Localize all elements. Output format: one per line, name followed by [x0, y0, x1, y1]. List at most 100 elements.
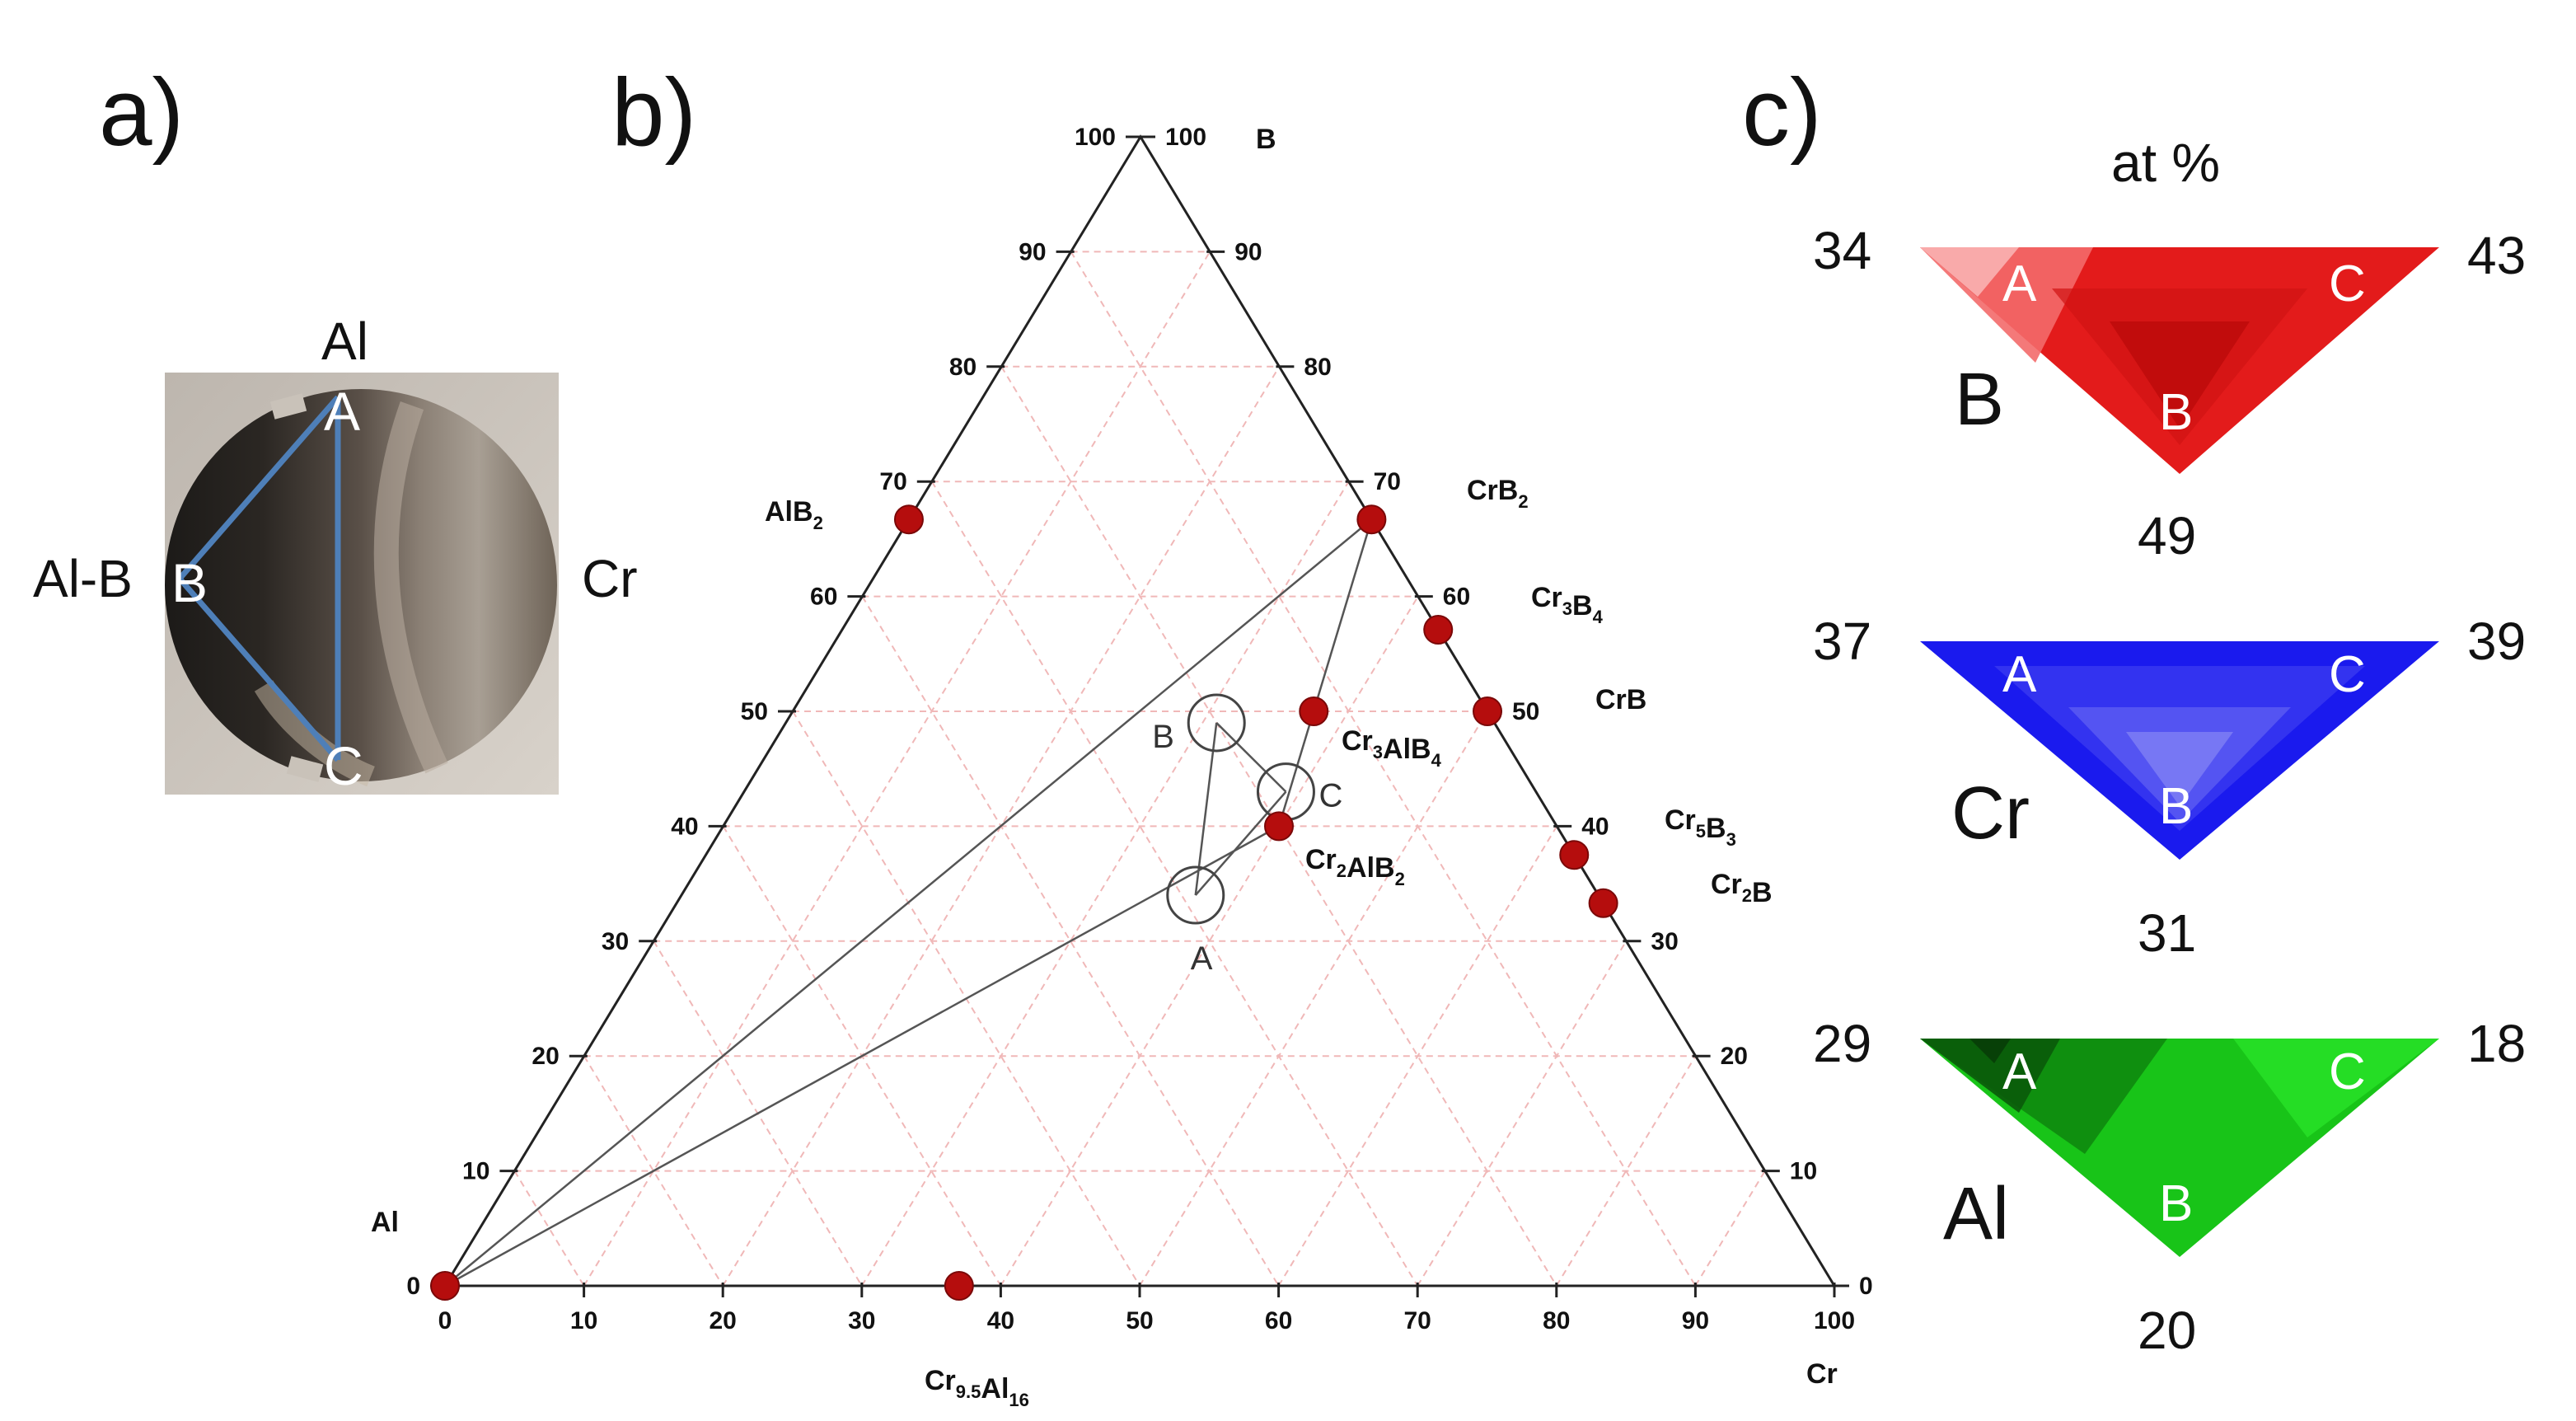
phase-label-Cr5B3: Cr5B3 [1665, 804, 1736, 850]
phase-dot-Al [430, 1271, 460, 1301]
phase-label-CrB: CrB [1595, 684, 1646, 715]
bottom-tick-label-40: 40 [987, 1307, 1014, 1334]
left-tick-label-0: 0 [406, 1273, 420, 1300]
bottom-tick-label-60: 60 [1265, 1307, 1292, 1334]
map-cr-point-a: A [2002, 646, 2037, 703]
map-b-right-value: 43 [2467, 226, 2527, 285]
left-tick-label-30: 30 [602, 928, 629, 955]
grid-line-cr-6 [1277, 825, 1558, 1287]
right-tick-label-40: 40 [1581, 813, 1609, 840]
right-tick-label-60: 60 [1443, 584, 1470, 611]
left-tick-label-40: 40 [671, 813, 698, 840]
composition-map-cr-graphic [1920, 641, 2439, 860]
left-tick-label-50: 50 [741, 698, 768, 725]
left-tick-label-60: 60 [810, 584, 837, 611]
left-tick-label-90: 90 [1019, 238, 1046, 265]
map-cr-point-c: C [2329, 646, 2366, 703]
sample-label-A: A [1191, 940, 1213, 977]
map-b-element: B [1955, 359, 2005, 441]
phase-label-AlB2: AlB2 [765, 496, 823, 533]
map-cr-element: Cr [1951, 772, 2030, 855]
right-tick-label-70: 70 [1374, 468, 1401, 495]
map-al-bottom-value: 20 [2138, 1301, 2197, 1360]
sample-label-B: B [1152, 719, 1174, 755]
bottom-tick-label-80: 80 [1543, 1307, 1570, 1334]
bottom-tick-label-10: 10 [570, 1307, 597, 1334]
wafer-point-b: B [171, 552, 208, 613]
map-b-left-value: 34 [1813, 221, 1872, 280]
map-al-point-c: C [2329, 1043, 2366, 1100]
grid-line-al-8 [583, 1055, 724, 1287]
wafer-left-label: Al-B [33, 549, 133, 608]
map-al-left-value: 29 [1813, 1014, 1872, 1073]
wafer-photo-graphic [165, 373, 559, 795]
phase-label-Cr3AlB4: Cr3AlB4 [1342, 725, 1442, 771]
wafer-top-label: Al [321, 312, 368, 371]
map-cr-left-value: 37 [1813, 612, 1872, 671]
phase-label-Cr2AlB2: Cr2AlB2 [1305, 844, 1405, 889]
bottom-tick-label-30: 30 [848, 1307, 875, 1334]
bottom-tick-label-50: 50 [1126, 1307, 1153, 1334]
map-b-point-b: B [2159, 384, 2194, 441]
panel-b-label: b) [611, 59, 697, 166]
grid-line-cr-8 [1555, 1055, 1697, 1287]
grid-line-cr-3 [860, 481, 1350, 1287]
panel-a-label: a) [99, 59, 185, 166]
sample-circle-B [1187, 693, 1246, 753]
map-al-point-b: B [2159, 1175, 2194, 1232]
composition-map-b-graphic [1920, 247, 2439, 474]
grid-line-cr-5 [1139, 710, 1488, 1287]
composition-map-cr: A C B [1920, 633, 2439, 864]
map-cr-right-value: 39 [2467, 612, 2527, 671]
wafer-point-a: A [324, 381, 361, 442]
composition-map-b: A C B [1920, 239, 2439, 478]
phase-dot-Cr9.5Al16 [944, 1271, 974, 1301]
wafer-point-c: C [324, 735, 363, 796]
vertex-label-top: B [1256, 124, 1276, 155]
map-cr-bottom-value: 31 [2138, 903, 2197, 963]
left-tick-label-20: 20 [532, 1043, 559, 1070]
tie-line-CrB2-Cr2AlB2 [1277, 518, 1373, 827]
phase-dot-CrB2 [1356, 504, 1387, 535]
right-tick-label-100: 100 [1165, 124, 1206, 151]
vertex-label-bottom-right: Cr [1806, 1358, 1838, 1390]
tie-line-Al-CrB2 [444, 518, 1373, 1287]
phase-dot-AlB2 [893, 504, 924, 535]
grid-line-al-4 [861, 596, 1280, 1287]
phase-dot-Cr3B4 [1423, 615, 1454, 645]
wafer-photo: A B C [165, 373, 559, 795]
composition-map-al: A C B [1920, 1030, 2439, 1261]
bottom-tick-label-70: 70 [1404, 1307, 1431, 1334]
wafer-right-label: Cr [582, 549, 638, 608]
phase-label-Cr2B: Cr2B [1711, 869, 1773, 908]
phase-label-CrB2: CrB2 [1467, 475, 1529, 512]
composition-map-al-graphic [1920, 1039, 2439, 1257]
phase-dot-Cr2B [1588, 888, 1618, 918]
grid-line-al-3 [930, 481, 1419, 1287]
phase-dot-Cr3AlB4 [1299, 696, 1329, 726]
unit-label: at % [2111, 132, 2221, 193]
ternary-grid [513, 251, 1766, 1287]
right-tick-label-30: 30 [1651, 928, 1678, 955]
grid-line-cr-1 [583, 251, 1211, 1287]
bottom-tick-label-100: 100 [1814, 1307, 1855, 1334]
map-al-point-a: A [2002, 1043, 2037, 1100]
left-tick-label-100: 100 [1075, 124, 1116, 151]
tie-line-C-A [1194, 790, 1287, 896]
grid-line-al-1 [1070, 251, 1697, 1287]
ternary-ticks: 0 10 20 30 40 50 60 70 80 90 100 100 90 80 70 60 50 40 30 2… [406, 124, 1872, 1334]
phase-label-Cr3B4: Cr3B4 [1531, 582, 1604, 627]
left-tick-label-70: 70 [879, 468, 906, 495]
sample-markers: A B C [1152, 693, 1342, 977]
left-tick-label-80: 80 [949, 354, 977, 381]
grid-line-cr-7 [1417, 940, 1628, 1287]
map-b-point-a: A [2002, 256, 2037, 312]
left-tick-label-10: 10 [462, 1158, 489, 1185]
panel-c-label: c) [1742, 59, 1822, 166]
phase-markers [430, 504, 1618, 1301]
wafer-tie-lines [177, 395, 341, 762]
right-tick-label-10: 10 [1790, 1158, 1817, 1185]
phase-dot-Cr2AlB2 [1264, 811, 1294, 842]
right-tick-label-90: 90 [1234, 238, 1262, 265]
